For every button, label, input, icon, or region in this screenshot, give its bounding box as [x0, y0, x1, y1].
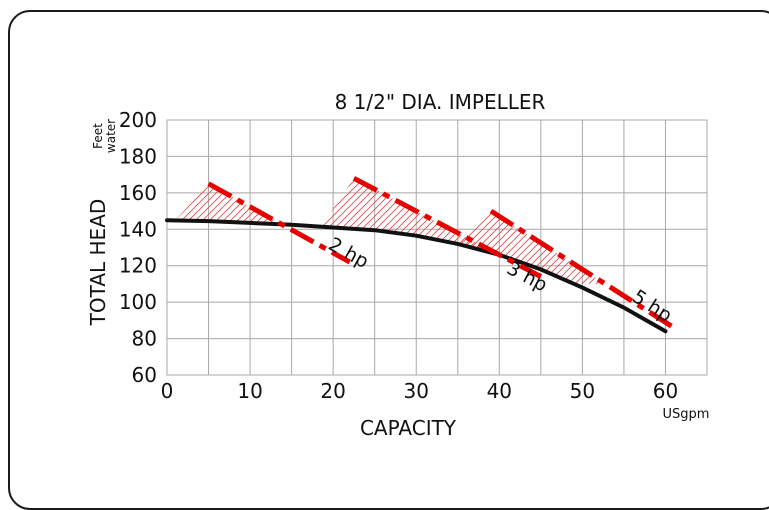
y-tick-label: 80 [132, 327, 157, 351]
power-limit-line [489, 208, 676, 330]
series-group [165, 218, 668, 334]
y-tick-label: 120 [119, 254, 157, 278]
x-tick-labels: 0 10 20 30 40 50 60 [161, 379, 679, 403]
plot-area: 2 hp3 hp5 hp [165, 119, 708, 376]
chart-title: 8 1/2" DIA. IMPELLER [335, 90, 546, 114]
y-tick-label: 200 [119, 108, 157, 132]
y-tick-label: 100 [119, 290, 157, 314]
y-tick-label: 60 [132, 363, 157, 387]
y-axis-label: TOTAL HEAD [86, 199, 110, 327]
head-curve-line [165, 218, 668, 334]
hatch-line [218, 183, 283, 225]
hatch-line [211, 183, 283, 225]
y-tick-label: 140 [119, 217, 157, 241]
y-axis-unit: Feetwater [91, 119, 118, 153]
pump-curve-chart: 8 1/2" DIA. IMPELLER 2 hp3 hp5 hp 0 10 20 3… [86, 90, 710, 440]
x-tick-label: 30 [404, 379, 429, 403]
y-tick-label: 180 [119, 144, 157, 168]
y-tick-labels: 60 80 100 120 140 160 180 200 [119, 108, 157, 387]
hatch-line [457, 211, 505, 285]
y-tick-label: 160 [119, 181, 157, 205]
power-limit-line [352, 176, 543, 279]
power-limit-line [207, 181, 351, 265]
x-tick-label: 10 [237, 379, 262, 403]
hatch-line [320, 178, 368, 256]
x-tick-label: 50 [570, 379, 595, 403]
x-tick-label: 20 [320, 379, 345, 403]
x-tick-label: 40 [487, 379, 512, 403]
x-tick-label: 0 [161, 379, 174, 403]
x-tick-label: 60 [653, 379, 678, 403]
x-axis-label: CAPACITY [360, 416, 457, 440]
x-axis-unit: USgpm [663, 407, 710, 422]
plot-frame [166, 119, 708, 376]
